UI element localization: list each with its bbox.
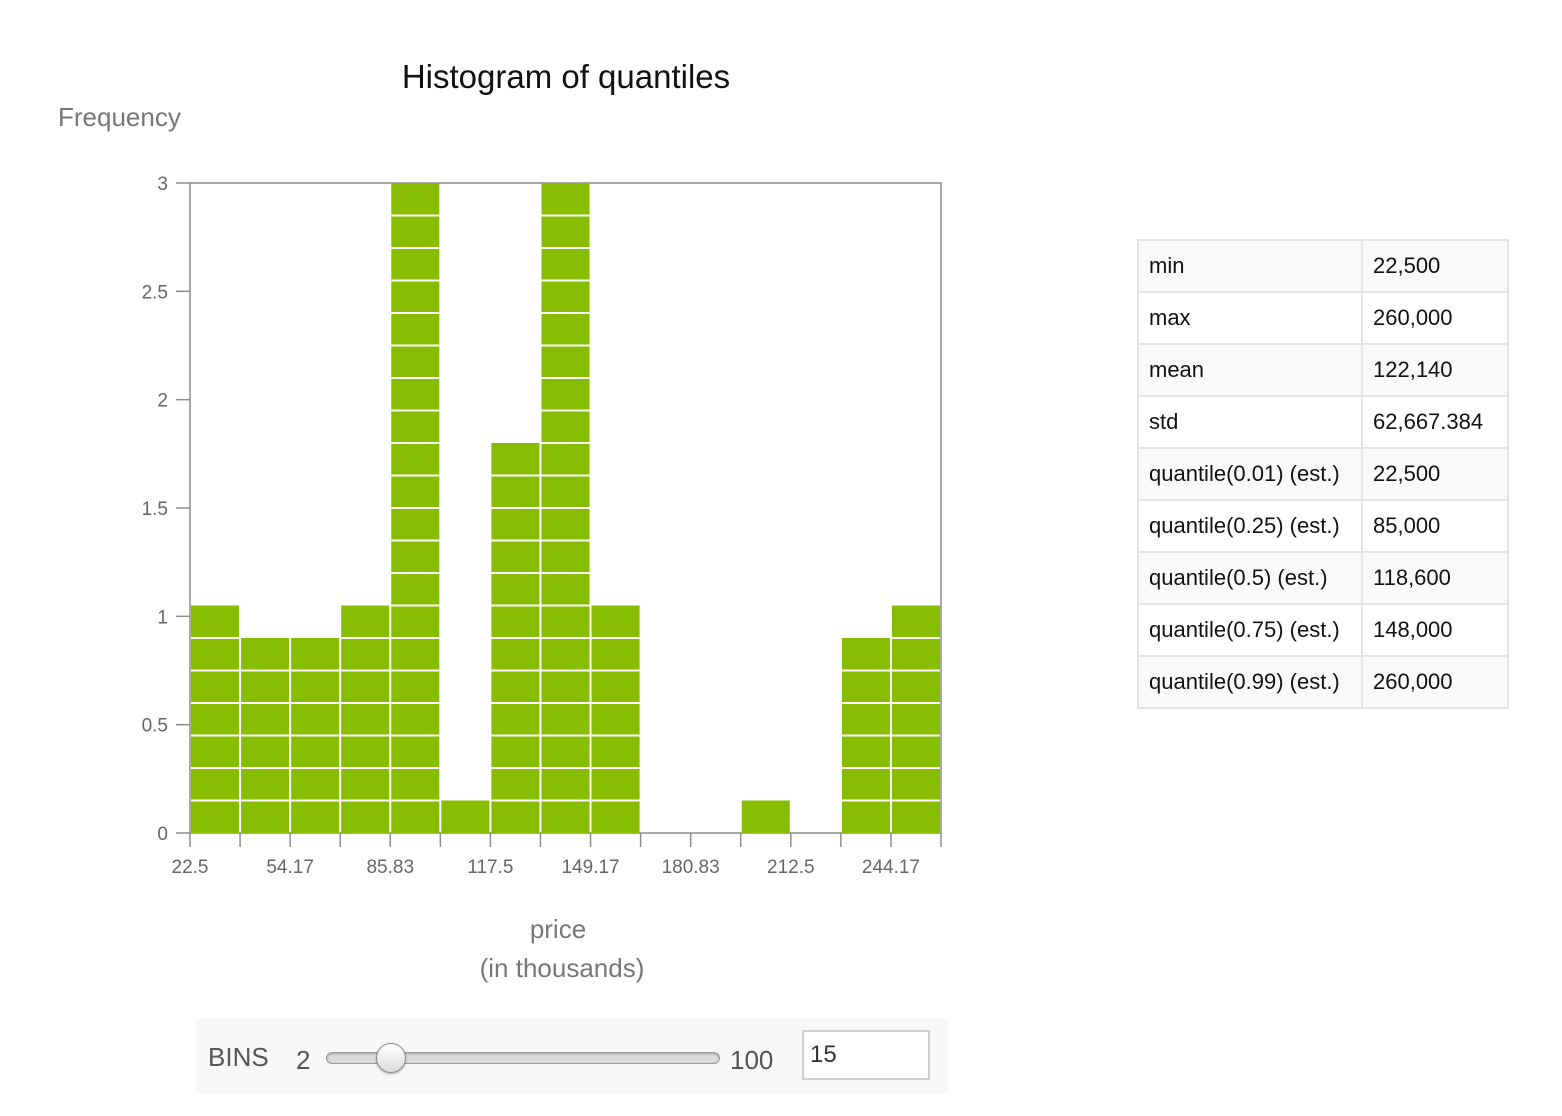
x-tick-label: 85.83 xyxy=(366,857,414,878)
stat-value: 260,000 xyxy=(1361,291,1509,345)
x-axis-subtitle: (in thousands) xyxy=(480,953,645,983)
stat-value: 22,500 xyxy=(1361,447,1509,501)
y-tick-label: 0.5 xyxy=(142,716,168,737)
y-tick-label: 2.5 xyxy=(142,282,168,303)
y-tick-label: 1.5 xyxy=(142,499,168,520)
x-tick-label: 180.83 xyxy=(662,857,720,878)
y-tick-label: 2 xyxy=(157,391,168,412)
stat-key: max xyxy=(1137,291,1363,345)
y-tick-label: 1 xyxy=(157,607,168,628)
stat-key: min xyxy=(1137,239,1363,293)
bins-input[interactable] xyxy=(802,1030,930,1080)
x-tick-label: 22.5 xyxy=(172,857,209,878)
stat-value: 148,000 xyxy=(1361,603,1509,657)
stat-key: mean xyxy=(1137,343,1363,397)
stat-value: 85,000 xyxy=(1361,499,1509,553)
histogram-bar xyxy=(441,800,490,833)
x-tick-label: 149.17 xyxy=(561,857,619,878)
stats-row: mean 122,140 xyxy=(1137,343,1509,397)
bins-max-label: 100 xyxy=(730,1045,774,1075)
stats-row: quantile(0.5) (est.) 118,600 xyxy=(1137,551,1509,605)
bins-control: BINS 2 100 xyxy=(196,1018,948,1094)
stats-row: quantile(0.75) (est.) 148,000 xyxy=(1137,603,1509,657)
stat-value: 118,600 xyxy=(1361,551,1509,605)
bins-slider-track[interactable] xyxy=(326,1052,720,1064)
stat-key: quantile(0.25) (est.) xyxy=(1137,499,1363,553)
x-axis-title: price xyxy=(530,914,586,944)
y-tick-label: 0 xyxy=(157,824,168,845)
histogram-chart: Histogram of quantiles Frequency 0 0.5 1 1.… xyxy=(58,58,942,983)
stat-value: 62,667.384 xyxy=(1361,395,1509,449)
stats-row: quantile(0.99) (est.) 260,000 xyxy=(1137,655,1509,709)
bins-slider-thumb[interactable] xyxy=(376,1043,406,1073)
histogram-bar xyxy=(741,800,790,833)
y-tick-label: 3 xyxy=(157,174,168,195)
stats-row: min 22,500 xyxy=(1137,239,1509,293)
x-tick-label: 212.5 xyxy=(767,857,815,878)
chart-title: Histogram of quantiles xyxy=(402,58,730,95)
summary-stats-table: min 22,500 max 260,000 mean 122,140 std 62,667.… xyxy=(1137,239,1509,709)
y-axis-title: Frequency xyxy=(58,102,181,132)
bins-label: BINS xyxy=(208,1042,269,1072)
bins-min-label: 2 xyxy=(296,1045,311,1075)
stat-key: quantile(0.5) (est.) xyxy=(1137,551,1363,605)
stat-value: 22,500 xyxy=(1361,239,1509,293)
stats-row: quantile(0.01) (est.) 22,500 xyxy=(1137,447,1509,501)
x-tick-label: 244.17 xyxy=(862,857,920,878)
y-axis: 0 0.5 1 1.5 2 2.5 3 xyxy=(142,174,190,845)
x-tick-label: 54.17 xyxy=(266,857,314,878)
stat-value: 260,000 xyxy=(1361,655,1509,709)
x-tick-label: 117.5 xyxy=(467,857,513,878)
stat-value: 122,140 xyxy=(1361,343,1509,397)
histogram-bar xyxy=(591,605,640,833)
stat-key: quantile(0.99) (est.) xyxy=(1137,655,1363,709)
histogram-bar xyxy=(891,605,940,833)
x-axis: 22.5 54.17 85.83 117.5 149.17 180.83 212.5 244.… xyxy=(172,833,942,878)
bars-layer xyxy=(191,183,940,833)
stats-row: quantile(0.25) (est.) 85,000 xyxy=(1137,499,1509,553)
histogram-bar xyxy=(191,605,240,833)
stat-key: quantile(0.75) (est.) xyxy=(1137,603,1363,657)
stat-key: quantile(0.01) (est.) xyxy=(1137,447,1363,501)
stats-row: std 62,667.384 xyxy=(1137,395,1509,449)
histogram-bar xyxy=(341,605,390,833)
stats-row: max 260,000 xyxy=(1137,291,1509,345)
stat-key: std xyxy=(1137,395,1363,449)
